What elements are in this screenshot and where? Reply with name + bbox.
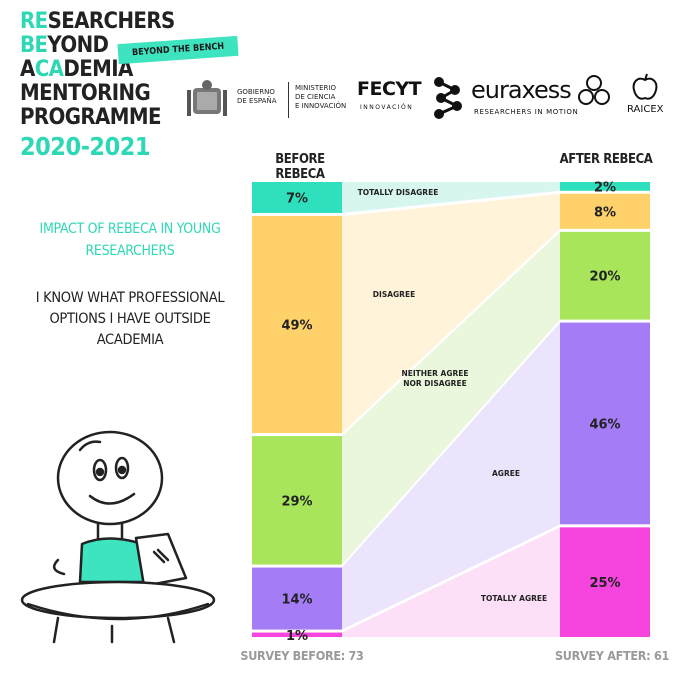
flow-3: [342, 322, 560, 630]
researcher-laptop-illustration: [20, 430, 216, 644]
bar-after-0: [560, 182, 650, 191]
raicex-apple-icon: [632, 73, 658, 100]
value-label-after-4: 25%: [589, 576, 620, 591]
bar-before-2: [252, 436, 342, 565]
fecyt-dots-icon: [434, 77, 462, 119]
value-label-before-4: 1%: [286, 629, 308, 644]
value-label-after-0: 2%: [594, 180, 616, 195]
chart-bars: [252, 182, 650, 637]
category-label-3: AGREE: [492, 469, 520, 478]
programme-years: 2020-2021: [20, 132, 151, 161]
logo-divider: [288, 82, 289, 118]
category-label-2: NEITHER AGREE: [401, 369, 468, 378]
chart-labels: 7% 2% 49% 8% 29% 20% 14% 46% 1% 25% TOTALLY DISAGR…: [281, 180, 620, 643]
value-label-after-1: 8%: [594, 205, 616, 220]
before-column-label: BEFORE REBECA: [275, 152, 325, 182]
survey-statement: I KNOW WHAT PROFESSIONAL OPTIONS I HAVE …: [35, 290, 225, 348]
value-label-before-0: 7%: [286, 192, 308, 207]
impact-heading: IMPACT OF REBECA IN YOUNG RESEARCHERS: [39, 221, 221, 259]
euraxess-logo-subtitle: RESEARCHERS IN MOTION: [474, 108, 579, 116]
flow-4: [342, 527, 560, 637]
category-label-2: NOR DISAGREE: [403, 379, 466, 388]
value-label-after-3: 46%: [589, 417, 620, 432]
raicex-logo-text: RAICEX: [627, 104, 664, 115]
after-column-label: AFTER REBECA: [559, 152, 653, 167]
gobierno-logo-text: GOBIERNO DE ESPAÑA: [237, 88, 277, 105]
bar-before-3: [252, 567, 342, 630]
bar-after-4: [560, 527, 650, 637]
title-line-academia: ACADEMIA: [20, 57, 133, 82]
title-line-mentoring: MENTORING: [20, 81, 151, 106]
fecyt-logo-text: FECYT: [357, 78, 422, 100]
bar-before-4: [252, 632, 342, 637]
sponsor-logos: GOBIERNO DE ESPAÑA MINISTERIO DE CIENCIA E …: [185, 70, 685, 130]
survey-after-count: SURVEY AFTER: 61: [555, 648, 669, 663]
value-label-before-2: 29%: [281, 494, 312, 509]
value-label-before-1: 49%: [281, 319, 312, 334]
flow-0: [342, 182, 560, 214]
title-line-beyond: BEYOND: [20, 33, 109, 58]
bar-after-3: [560, 322, 650, 525]
title-line-programme: PROGRAMME: [20, 105, 162, 130]
survey-before-count: SURVEY BEFORE: 73: [240, 648, 364, 663]
chart-flows: [342, 182, 560, 637]
bar-before-1: [252, 216, 342, 434]
flow-2: [342, 231, 560, 565]
category-label-0: TOTALLY DISAGREE: [358, 188, 439, 197]
flow-1: [342, 193, 560, 434]
category-label-4: TOTALLY AGREE: [481, 594, 547, 603]
category-label-1: DISAGREE: [373, 290, 415, 299]
euraxess-logo-text: euraxess: [471, 76, 572, 104]
programme-title: RESEARCHERS BEYOND ACADEMIA MENTORING PR…: [20, 9, 230, 162]
ministerio-logo-text: MINISTERIO DE CIENCIA E INNOVACIÓN: [295, 84, 347, 110]
bar-before-0: [252, 182, 342, 214]
bar-after-1: [560, 193, 650, 229]
value-label-before-3: 14%: [281, 593, 312, 608]
value-label-after-2: 20%: [589, 270, 620, 285]
fecyt-logo-subtitle: INNOVACIÓN: [360, 104, 414, 111]
bar-after-2: [560, 231, 650, 320]
title-line-researchers: RESEARCHERS: [20, 9, 175, 34]
spain-coat-of-arms-icon: [187, 80, 227, 116]
euraxess-infinity-icon: [578, 75, 610, 105]
